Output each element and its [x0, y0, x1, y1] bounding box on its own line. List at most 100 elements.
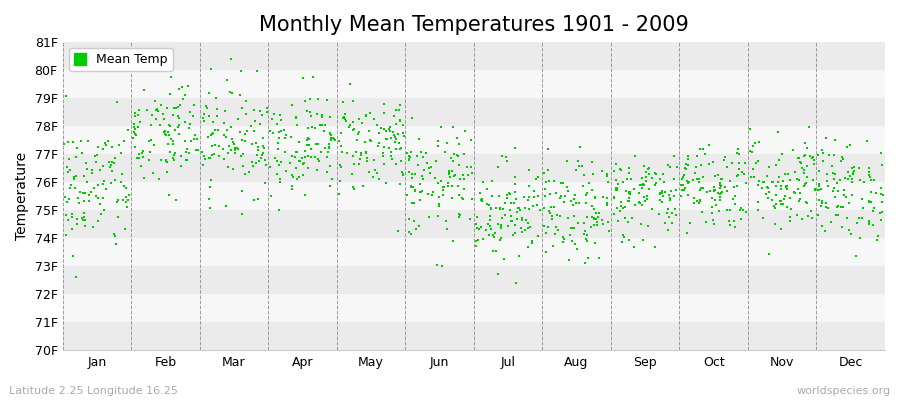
- Point: [739, 209, 753, 215]
- Point: [776, 177, 790, 184]
- Point: [798, 181, 813, 187]
- Point: [649, 180, 663, 186]
- Point: [831, 203, 845, 209]
- Point: [634, 181, 649, 188]
- Point: [639, 178, 653, 184]
- Point: [405, 114, 419, 121]
- Point: [96, 163, 111, 169]
- Point: [498, 200, 512, 206]
- Point: [500, 194, 514, 201]
- Point: [104, 159, 119, 165]
- Point: [869, 237, 884, 244]
- Point: [187, 136, 202, 142]
- Point: [57, 141, 71, 147]
- Point: [503, 191, 517, 198]
- Point: [543, 210, 557, 216]
- Point: [413, 189, 428, 196]
- Point: [136, 154, 150, 160]
- Point: [178, 157, 193, 163]
- Point: [202, 196, 216, 202]
- Point: [315, 114, 329, 120]
- Point: [557, 199, 572, 205]
- Point: [518, 226, 533, 233]
- Point: [116, 183, 130, 190]
- Point: [379, 136, 393, 142]
- Point: [476, 179, 491, 186]
- Point: [493, 237, 508, 243]
- Point: [565, 225, 580, 232]
- Point: [421, 214, 436, 220]
- Point: [445, 183, 459, 189]
- Point: [95, 181, 110, 188]
- Point: [600, 195, 615, 202]
- Point: [720, 164, 734, 170]
- Point: [504, 218, 518, 224]
- Point: [346, 153, 361, 160]
- Point: [156, 110, 170, 117]
- Point: [158, 157, 173, 164]
- Point: [85, 166, 99, 173]
- Point: [874, 216, 888, 223]
- Point: [792, 176, 806, 183]
- Point: [773, 201, 788, 207]
- Point: [654, 199, 669, 206]
- Point: [310, 110, 324, 117]
- Point: [230, 146, 245, 152]
- Point: [616, 178, 630, 185]
- Point: [128, 144, 142, 150]
- Point: [218, 108, 232, 114]
- Point: [487, 234, 501, 240]
- Point: [728, 193, 742, 199]
- Point: [161, 141, 176, 147]
- Point: [812, 196, 826, 203]
- Point: [202, 112, 217, 119]
- Point: [411, 223, 426, 229]
- Point: [731, 172, 745, 178]
- Point: [256, 134, 270, 141]
- Point: [250, 152, 265, 158]
- Point: [166, 156, 181, 163]
- Point: [665, 220, 680, 226]
- Point: [875, 208, 889, 215]
- Point: [835, 204, 850, 210]
- Point: [728, 224, 742, 230]
- Point: [783, 206, 797, 212]
- Point: [163, 149, 177, 156]
- Point: [609, 185, 624, 191]
- Point: [652, 190, 667, 196]
- Point: [492, 193, 507, 199]
- Point: [861, 172, 876, 179]
- Point: [446, 158, 460, 164]
- Point: [108, 155, 122, 162]
- Point: [614, 203, 628, 209]
- Point: [445, 168, 459, 174]
- Point: [161, 129, 176, 136]
- Point: [403, 184, 418, 190]
- Point: [664, 210, 679, 216]
- Point: [206, 130, 220, 136]
- Point: [698, 150, 712, 157]
- Point: [144, 136, 158, 143]
- Point: [590, 222, 604, 229]
- Point: [585, 159, 599, 166]
- Point: [320, 168, 335, 175]
- Point: [90, 152, 104, 158]
- Point: [760, 184, 774, 190]
- Point: [217, 156, 231, 162]
- Point: [497, 255, 511, 262]
- Point: [726, 217, 741, 224]
- Point: [182, 124, 196, 131]
- Point: [521, 197, 535, 203]
- Point: [786, 147, 800, 153]
- Point: [642, 186, 656, 193]
- Point: [272, 129, 286, 135]
- Point: [775, 151, 789, 157]
- Point: [744, 149, 759, 155]
- Point: [81, 192, 95, 198]
- Point: [491, 220, 506, 227]
- Point: [158, 128, 173, 134]
- Point: [642, 165, 656, 172]
- Point: [93, 167, 107, 173]
- Point: [479, 227, 493, 234]
- Point: [609, 161, 624, 167]
